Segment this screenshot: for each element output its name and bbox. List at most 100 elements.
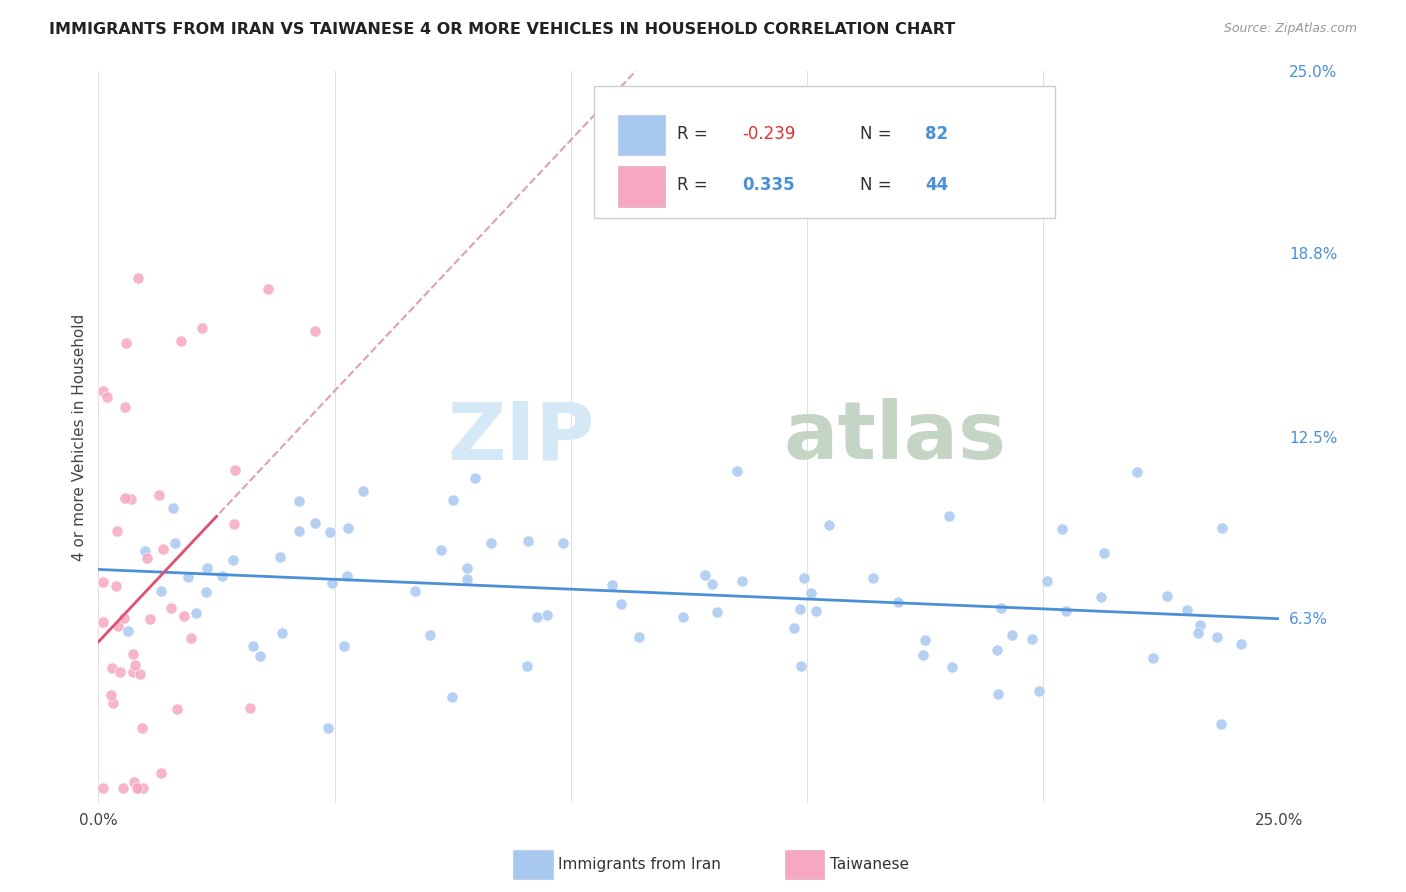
Point bbox=[150, 584, 173, 599]
Point bbox=[464, 470, 486, 484]
Point bbox=[101, 661, 124, 675]
Point bbox=[526, 609, 548, 624]
Point bbox=[333, 639, 356, 653]
Point bbox=[987, 687, 1010, 701]
Point bbox=[170, 334, 193, 348]
Point bbox=[304, 516, 326, 531]
Text: Source: ZipAtlas.com: Source: ZipAtlas.com bbox=[1223, 22, 1357, 36]
Point bbox=[456, 560, 478, 574]
Point bbox=[114, 335, 136, 350]
Point bbox=[441, 690, 464, 704]
Point bbox=[177, 570, 200, 584]
Point bbox=[337, 520, 360, 534]
Point bbox=[990, 600, 1012, 615]
Point bbox=[120, 491, 142, 506]
Point bbox=[1142, 650, 1164, 665]
Point bbox=[321, 576, 343, 591]
Point bbox=[224, 516, 246, 531]
Point bbox=[105, 524, 128, 539]
Point bbox=[91, 575, 114, 590]
Point bbox=[114, 491, 136, 506]
FancyBboxPatch shape bbox=[619, 115, 665, 155]
Text: 0.335: 0.335 bbox=[742, 176, 794, 194]
Point bbox=[1021, 632, 1043, 647]
Point bbox=[790, 659, 813, 673]
Point bbox=[239, 701, 262, 715]
Point bbox=[912, 648, 935, 662]
Point bbox=[160, 601, 183, 615]
Point bbox=[1054, 604, 1077, 618]
Point bbox=[195, 561, 218, 575]
Point bbox=[628, 630, 651, 644]
Point bbox=[148, 488, 170, 502]
Point bbox=[986, 643, 1008, 657]
Point bbox=[121, 665, 143, 679]
Point bbox=[731, 574, 754, 588]
Point bbox=[107, 619, 129, 633]
Point bbox=[1050, 522, 1073, 536]
Point bbox=[1187, 625, 1209, 640]
Point bbox=[1028, 683, 1050, 698]
Point bbox=[91, 615, 114, 630]
Point bbox=[1230, 637, 1253, 651]
Point bbox=[91, 781, 114, 796]
Point bbox=[725, 464, 748, 478]
FancyBboxPatch shape bbox=[619, 167, 665, 207]
Point bbox=[1090, 591, 1112, 605]
Point bbox=[1001, 628, 1024, 642]
Point bbox=[91, 384, 114, 398]
Point bbox=[536, 607, 558, 622]
Y-axis label: 4 or more Vehicles in Household: 4 or more Vehicles in Household bbox=[72, 313, 87, 561]
Point bbox=[304, 324, 326, 338]
Point bbox=[793, 570, 815, 584]
Text: atlas: atlas bbox=[783, 398, 1007, 476]
Point bbox=[100, 688, 122, 702]
Point bbox=[105, 578, 128, 592]
Point bbox=[184, 607, 207, 621]
Point bbox=[941, 660, 963, 674]
Point bbox=[479, 535, 502, 549]
Point bbox=[135, 551, 157, 566]
Point bbox=[103, 696, 125, 710]
Point bbox=[404, 584, 426, 599]
FancyBboxPatch shape bbox=[595, 86, 1054, 218]
Point bbox=[1188, 617, 1211, 632]
Point bbox=[96, 390, 118, 404]
Point bbox=[610, 597, 633, 611]
Point bbox=[108, 665, 131, 679]
Point bbox=[112, 781, 135, 796]
Point bbox=[288, 524, 311, 539]
Text: 44: 44 bbox=[925, 176, 949, 194]
Point bbox=[783, 621, 806, 635]
Point bbox=[190, 321, 212, 335]
Point bbox=[257, 282, 280, 296]
Point bbox=[134, 543, 156, 558]
Point bbox=[124, 657, 146, 672]
Point bbox=[224, 463, 246, 477]
Text: Immigrants from Iran: Immigrants from Iran bbox=[558, 857, 721, 871]
Point bbox=[166, 702, 188, 716]
Point bbox=[121, 647, 143, 661]
Point bbox=[1205, 630, 1227, 644]
Text: N =: N = bbox=[860, 176, 897, 194]
Point bbox=[163, 536, 186, 550]
Point bbox=[706, 605, 728, 619]
Point bbox=[804, 604, 827, 618]
Point bbox=[131, 721, 153, 735]
Point bbox=[316, 721, 339, 735]
Text: Taiwanese: Taiwanese bbox=[830, 857, 908, 871]
Point bbox=[139, 612, 162, 626]
Point bbox=[419, 627, 441, 641]
Point bbox=[150, 766, 173, 780]
Point bbox=[1035, 574, 1057, 588]
Point bbox=[211, 569, 233, 583]
Point bbox=[127, 781, 149, 796]
Text: IMMIGRANTS FROM IRAN VS TAIWANESE 4 OR MORE VEHICLES IN HOUSEHOLD CORRELATION CH: IMMIGRANTS FROM IRAN VS TAIWANESE 4 OR M… bbox=[49, 22, 956, 37]
Point bbox=[129, 667, 152, 681]
Point bbox=[1211, 717, 1233, 731]
Point bbox=[249, 649, 271, 664]
Point bbox=[125, 781, 148, 796]
Point bbox=[222, 553, 245, 567]
Point bbox=[1175, 603, 1198, 617]
Point bbox=[1156, 589, 1178, 603]
